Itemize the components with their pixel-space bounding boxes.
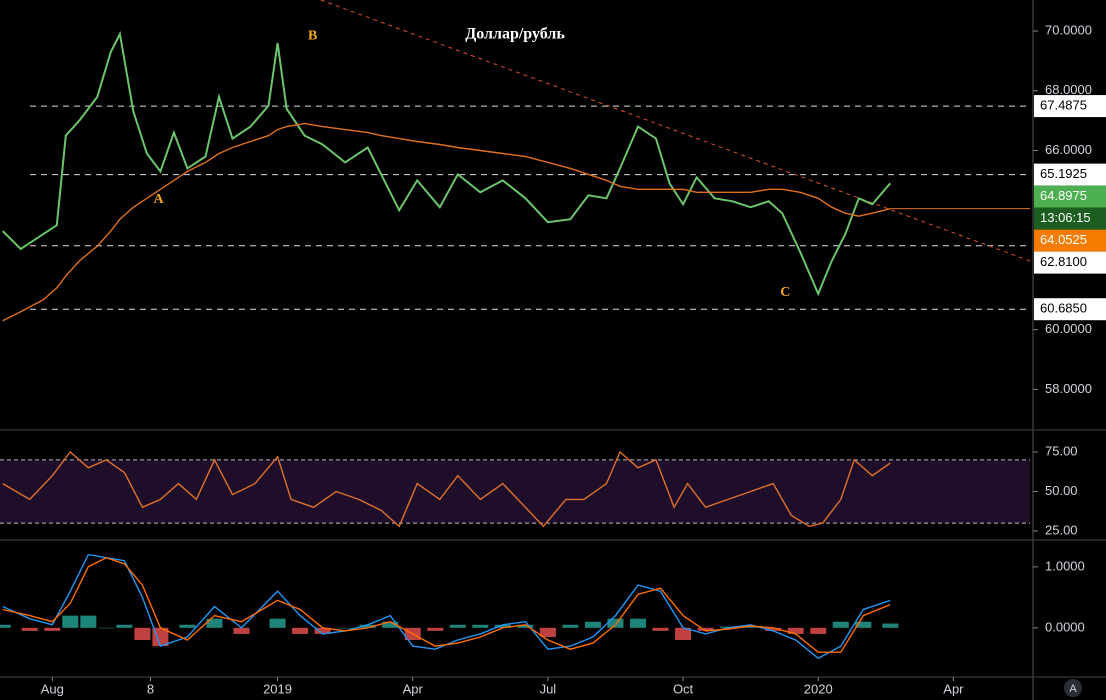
histogram-bar xyxy=(206,618,223,628)
histogram-bar xyxy=(0,624,11,628)
histogram-bar xyxy=(359,624,376,628)
histogram-bar xyxy=(98,627,115,629)
histogram-bar xyxy=(427,627,444,631)
y-tick-label: 25.00 xyxy=(1045,522,1078,537)
histogram-bar xyxy=(233,627,250,634)
histogram-bar xyxy=(855,621,872,628)
histogram-bar xyxy=(652,627,669,631)
annotation: C xyxy=(780,285,790,300)
series-line xyxy=(2,553,891,660)
histogram-bar xyxy=(832,621,849,628)
trend-line xyxy=(320,0,1031,262)
y-tick-label: 58.0000 xyxy=(1045,381,1092,396)
x-tick-label: Apr xyxy=(943,681,964,696)
histogram-bar xyxy=(517,624,534,628)
last-price-label: 64.8975 xyxy=(1040,188,1087,203)
chart-title: Доллар/рубль xyxy=(465,26,565,43)
y-tick-label: 68.0000 xyxy=(1045,82,1092,97)
histogram-bar xyxy=(539,627,556,637)
x-tick-label: 2019 xyxy=(263,681,292,696)
rsi-band xyxy=(0,459,1030,524)
y-tick-label: 0.0000 xyxy=(1045,619,1085,634)
y-tick-label: 50.00 xyxy=(1045,483,1078,498)
y-tick-label: 70.0000 xyxy=(1045,22,1092,37)
auto-scale-button[interactable] xyxy=(1064,679,1082,697)
countdown-label-box xyxy=(1034,207,1106,230)
histogram-bar xyxy=(21,627,38,631)
y-tick-label: 60.0000 xyxy=(1045,321,1092,336)
x-tick-label: Apr xyxy=(403,681,424,696)
x-tick-label: 2020 xyxy=(804,681,833,696)
histogram-bar xyxy=(382,621,399,628)
countdown-label: 13:06:15 xyxy=(1040,210,1091,225)
histogram-bar xyxy=(787,627,804,634)
histogram-bar xyxy=(472,624,489,628)
annotation: A xyxy=(154,192,165,207)
histogram-bar xyxy=(562,624,579,628)
series-line xyxy=(1,30,892,297)
histogram-bar xyxy=(44,627,61,631)
y-tick-label: 1.0000 xyxy=(1045,558,1085,573)
last-price-label-box xyxy=(1034,185,1106,208)
histogram-bar xyxy=(179,624,196,628)
histogram-bar xyxy=(882,623,899,628)
level-label-box xyxy=(1034,298,1106,321)
x-tick-label: Jul xyxy=(540,681,557,696)
histogram-bar xyxy=(765,627,782,631)
histogram-bar xyxy=(810,627,827,634)
histogram-bar xyxy=(116,624,133,628)
histogram-bar xyxy=(630,618,647,628)
histogram-bar xyxy=(152,627,169,647)
x-tick-label: 8 xyxy=(147,681,154,696)
histogram-bar xyxy=(269,618,286,628)
histogram-bar xyxy=(584,621,601,628)
histogram-bar xyxy=(80,615,97,628)
histogram-bar xyxy=(337,627,354,629)
x-tick-label: Aug xyxy=(41,681,64,696)
auto-scale-label[interactable]: A xyxy=(1069,683,1077,695)
histogram-bar xyxy=(62,615,79,628)
series-line xyxy=(2,122,891,322)
level-label-box xyxy=(1034,163,1106,186)
y-tick-label: 66.0000 xyxy=(1045,142,1092,157)
level-label: 67.4875 xyxy=(1040,98,1087,113)
level-label: 60.6850 xyxy=(1040,301,1087,316)
series-line xyxy=(2,450,891,528)
ma-label: 64.0525 xyxy=(1040,232,1087,247)
histogram-bar xyxy=(134,627,151,641)
level-label-box xyxy=(1034,95,1106,118)
y-tick-label: 75.00 xyxy=(1045,443,1078,458)
plot-area: A B C xyxy=(0,0,1031,660)
histogram-bar xyxy=(314,627,331,634)
histogram-bar xyxy=(449,624,466,628)
level-label-box xyxy=(1034,251,1106,274)
histogram-bar xyxy=(675,627,692,641)
x-tick-label: Oct xyxy=(673,681,694,696)
histogram-bar xyxy=(292,627,309,634)
series-line xyxy=(2,556,891,653)
ma-label-box xyxy=(1034,229,1106,252)
histogram-bar xyxy=(607,618,624,628)
level-label: 62.8100 xyxy=(1040,254,1087,269)
histogram-bar xyxy=(494,624,511,628)
histogram-bar xyxy=(697,627,714,631)
histogram-bar xyxy=(742,626,759,628)
annotation: B xyxy=(308,28,317,43)
level-label: 65.1925 xyxy=(1040,166,1087,181)
